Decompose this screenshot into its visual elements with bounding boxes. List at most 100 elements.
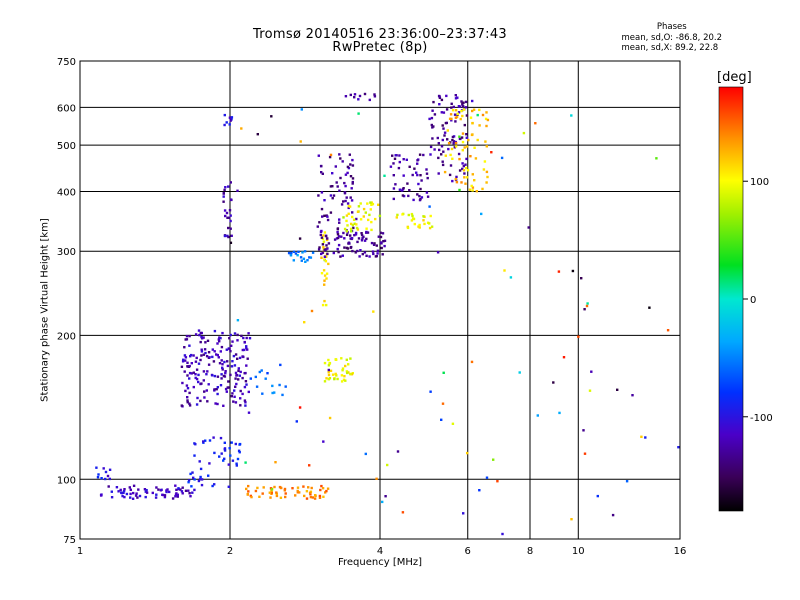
data-point <box>367 218 370 222</box>
data-point <box>336 227 340 230</box>
data-point <box>222 192 225 195</box>
data-point <box>325 238 329 242</box>
data-point <box>356 210 360 213</box>
data-point <box>266 372 269 375</box>
data-point <box>374 255 378 258</box>
data-point <box>311 496 314 499</box>
x-tick-label: 10 <box>572 546 585 557</box>
data-point <box>349 246 352 249</box>
data-point <box>216 386 219 389</box>
data-point <box>223 123 226 127</box>
data-point <box>456 96 459 99</box>
data-point <box>243 399 247 402</box>
data-point <box>322 440 325 443</box>
data-point <box>221 331 224 335</box>
data-point <box>200 348 203 351</box>
data-point <box>321 251 324 254</box>
data-point <box>290 251 293 255</box>
data-point <box>356 249 359 253</box>
data-point <box>349 234 352 237</box>
data-point <box>233 332 237 335</box>
data-point <box>329 369 333 372</box>
data-point <box>338 218 341 221</box>
data-point <box>206 339 210 342</box>
data-point <box>450 147 454 151</box>
data-point <box>454 116 458 119</box>
data-point <box>462 164 465 168</box>
data-point <box>241 348 244 352</box>
data-point <box>345 233 349 236</box>
data-point <box>359 202 362 205</box>
data-point <box>309 493 312 496</box>
data-point <box>220 377 223 380</box>
data-point <box>655 157 658 160</box>
data-point <box>171 497 175 500</box>
data-point <box>557 270 561 273</box>
data-point <box>189 495 192 498</box>
data-point <box>339 157 342 160</box>
data-point <box>199 467 203 471</box>
data-point <box>397 166 401 170</box>
data-point <box>338 189 341 192</box>
data-point <box>328 416 332 420</box>
data-point <box>197 329 201 332</box>
data-point <box>236 319 240 322</box>
data-point <box>255 385 259 388</box>
data-point <box>225 121 228 124</box>
data-point <box>369 208 372 211</box>
y-tick-label: 750 <box>57 57 76 68</box>
data-point <box>236 189 239 192</box>
data-point <box>298 491 301 494</box>
data-point <box>442 111 446 114</box>
data-point <box>308 491 312 495</box>
data-point <box>323 279 326 282</box>
data-point <box>480 212 483 216</box>
data-point <box>410 219 414 222</box>
data-point <box>261 492 264 495</box>
data-point <box>224 387 228 391</box>
data-point <box>460 100 463 103</box>
data-point <box>243 340 246 344</box>
data-point <box>336 377 339 381</box>
data-point <box>345 196 348 199</box>
data-point <box>306 259 309 262</box>
data-point <box>185 334 189 338</box>
data-point <box>325 277 328 280</box>
data-point <box>432 100 435 104</box>
data-point <box>104 470 108 474</box>
data-point <box>303 494 306 498</box>
data-point <box>444 154 447 157</box>
data-point <box>342 231 345 235</box>
data-point <box>223 113 226 117</box>
data-point <box>473 146 476 149</box>
data-point <box>377 203 380 206</box>
data-point <box>447 147 450 151</box>
data-point <box>223 188 226 192</box>
data-point <box>254 375 257 379</box>
data-point <box>354 231 358 235</box>
data-point <box>355 226 359 230</box>
data-point <box>279 363 282 367</box>
data-point <box>145 489 148 492</box>
data-point <box>195 356 198 360</box>
data-point <box>433 148 436 151</box>
data-point <box>180 365 184 368</box>
data-point <box>348 242 351 245</box>
data-point <box>429 145 433 149</box>
data-point <box>418 198 422 202</box>
data-point <box>527 226 530 229</box>
data-point <box>108 468 112 471</box>
data-point <box>361 252 364 256</box>
data-point <box>188 364 191 368</box>
data-point <box>468 188 472 191</box>
data-point <box>235 462 238 465</box>
data-point <box>465 145 469 148</box>
data-point <box>314 494 317 498</box>
data-point <box>324 260 328 263</box>
data-point <box>202 440 205 443</box>
data-point <box>374 217 377 221</box>
data-point <box>228 123 231 126</box>
data-point <box>441 124 444 127</box>
data-point <box>294 252 298 255</box>
data-point <box>184 489 188 492</box>
